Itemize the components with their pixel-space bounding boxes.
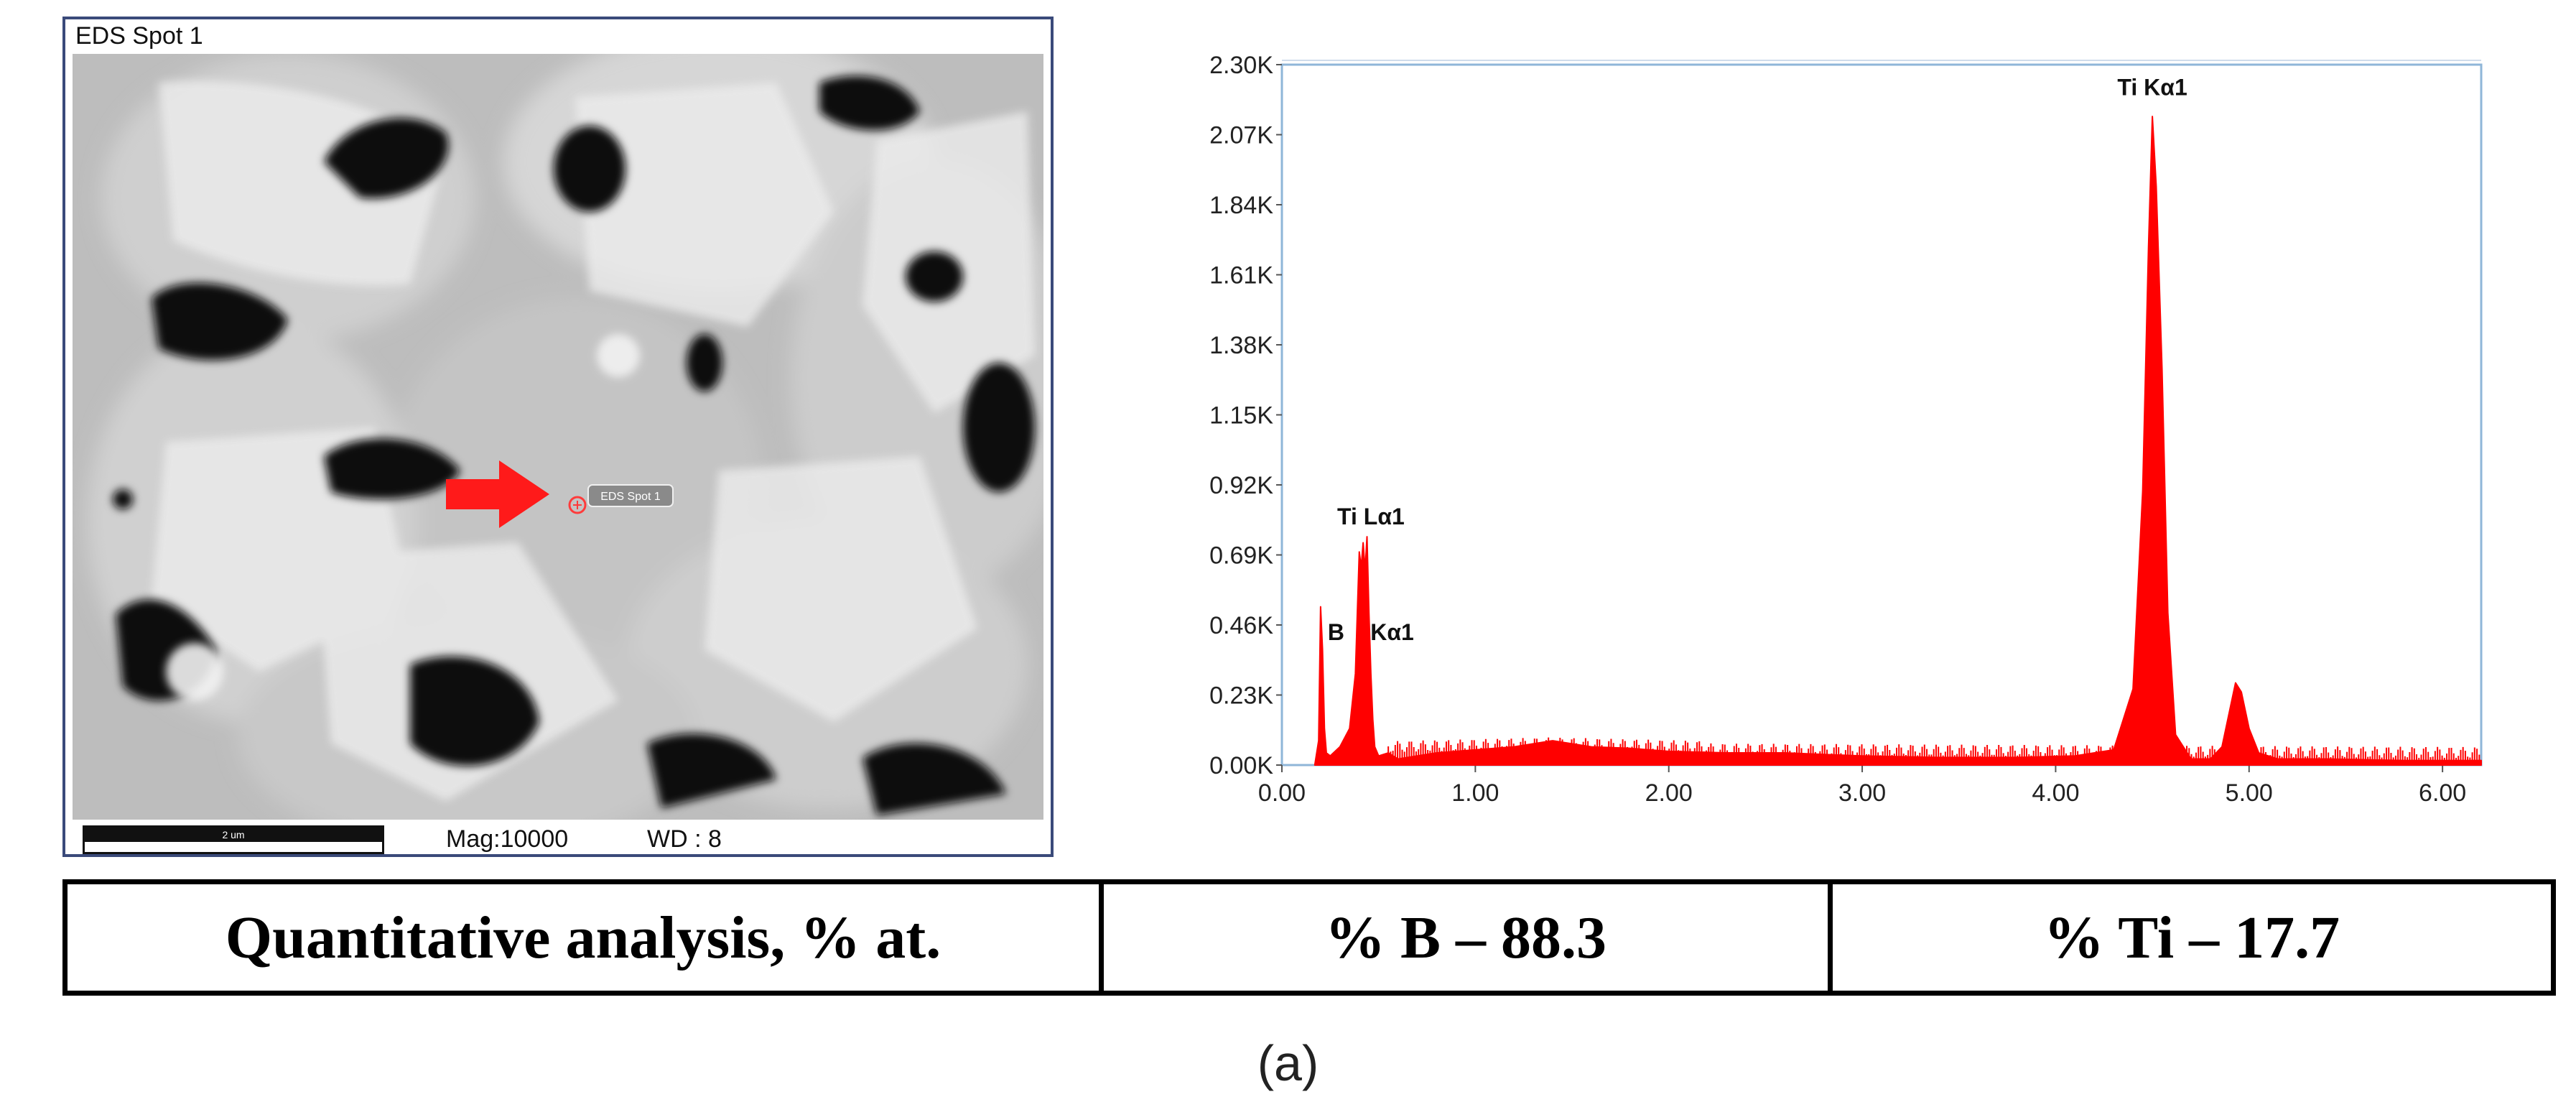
plot-frame [1280, 63, 2483, 766]
x-tick-label: 5.00 [2226, 779, 2273, 807]
y-tick-label: 1.61K [1209, 262, 1273, 290]
y-tick-label: 0.00K [1209, 752, 1273, 779]
y-tick-label: 1.15K [1209, 402, 1273, 430]
sem-panel-title: EDS Spot 1 [75, 22, 203, 50]
peak-label: Ti Lα1 [1337, 504, 1405, 529]
sem-image-panel: EDS Spot 1 [62, 17, 1054, 857]
x-tick-label: 2.00 [1645, 779, 1693, 807]
eds-spot-tag: EDS Spot 1 [600, 491, 661, 503]
sem-info-bar: 2 um Mag:10000 WD : 8 [73, 821, 1043, 854]
red-arrow-icon [446, 460, 549, 528]
quantitative-analysis-table: Quantitative analysis, % at. % B – 88.3 … [62, 879, 2556, 996]
y-tick-label: 0.46K [1209, 612, 1273, 639]
table-cell-titanium: % Ti – 17.7 [1828, 879, 2556, 996]
y-tick-label: 2.30K [1209, 52, 1273, 79]
sem-micrograph: EDS Spot 1 [73, 54, 1043, 820]
x-tick-label: 3.00 [1838, 779, 1886, 807]
scale-bar: 2 um [83, 825, 384, 854]
magnification-label: Mag:10000 [446, 825, 569, 853]
y-tick-label: 0.23K [1209, 682, 1273, 710]
spectrum-noise [1387, 737, 2480, 765]
table-cell-heading: Quantitative analysis, % at. [62, 879, 1104, 996]
y-tick-label: 1.38K [1209, 332, 1273, 359]
table-cell-boron: % B – 88.3 [1099, 879, 1833, 996]
peak-label: Ti Kα1 [2117, 74, 2187, 100]
y-tick-label: 1.84K [1209, 192, 1273, 219]
x-tick-label: 0.00 [1258, 779, 1306, 807]
scale-bar-label: 2 um [85, 828, 382, 842]
y-tick-label: 2.07K [1209, 122, 1273, 149]
y-tick-label: 0.92K [1209, 472, 1273, 499]
y-tick-label: 0.69K [1209, 542, 1273, 570]
working-distance-label: WD : 8 [647, 825, 722, 853]
figure-caption: (a) [1257, 1035, 1319, 1091]
x-tick-label: 4.00 [2032, 779, 2079, 807]
x-tick-label: 6.00 [2419, 779, 2466, 807]
peak-label: B [1328, 619, 1344, 645]
eds-spot-marker: EDS Spot 1 [568, 484, 674, 514]
peak-label: Kα1 [1370, 619, 1414, 645]
table-row: Quantitative analysis, % at. % B – 88.3 … [62, 879, 2556, 996]
eds-spectrum-chart: 0.00K 0.23K 0.46K 0.69K 0.92K 1.15K 1.38K 1.61K… [1209, 52, 2483, 807]
x-tick-label: 1.00 [1451, 779, 1499, 807]
